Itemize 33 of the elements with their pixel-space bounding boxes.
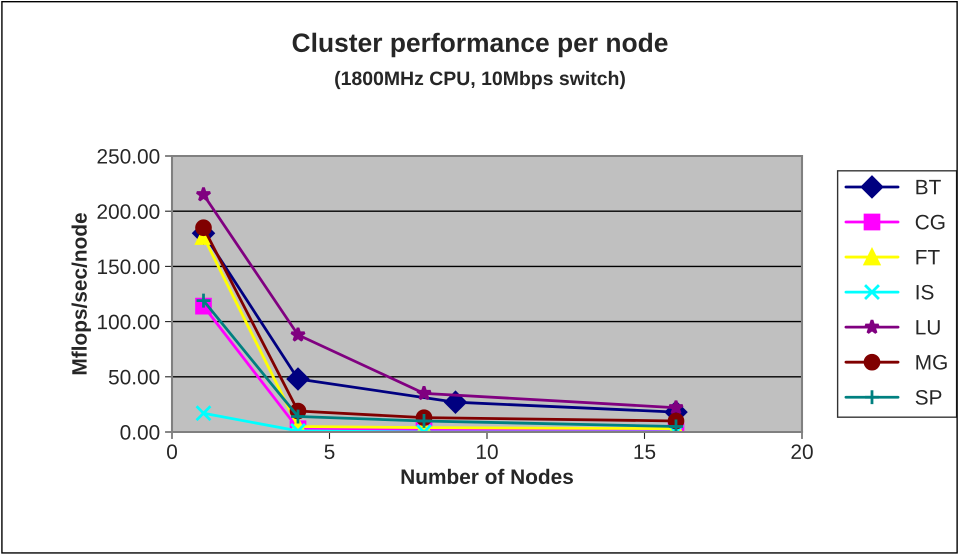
- legend-label: MG: [916, 354, 947, 370]
- legend-label: CG: [916, 214, 944, 230]
- legend-label: IS: [916, 284, 934, 300]
- legend-label: SP: [916, 390, 942, 405]
- y-axis-title: Mflops/sec/node: [72, 213, 91, 374]
- x-tick-label: 15: [634, 444, 656, 460]
- x-axis-title: Number of Nodes: [402, 468, 573, 484]
- x-tick-label: 10: [477, 444, 498, 460]
- point: [286, 368, 310, 390]
- legend-label: BT: [916, 180, 941, 194]
- y-tick-label: 150.00: [98, 259, 160, 274]
- point: [290, 408, 306, 425]
- y-tick-label: 50.00: [108, 370, 160, 385]
- y-tick-label: 100.00: [98, 314, 160, 330]
- point: [195, 404, 212, 422]
- chart-title: Cluster performance per node: [292, 32, 668, 58]
- point: [195, 219, 212, 236]
- legend-label: FT: [916, 250, 940, 264]
- y-tick-label: 0.00: [120, 425, 160, 440]
- legend-label: LU: [916, 320, 940, 335]
- point: [668, 399, 684, 415]
- point: [290, 326, 306, 342]
- point: [195, 292, 212, 309]
- point: [196, 186, 212, 202]
- x-tick-label: 5: [324, 444, 334, 460]
- point: [444, 390, 467, 414]
- point: [416, 412, 432, 430]
- x-tick-label: 0: [167, 444, 177, 460]
- x-tick-label: 20: [791, 444, 813, 460]
- y-tick-label: 200.00: [98, 204, 160, 219]
- y-tick-label: 250.00: [98, 149, 160, 164]
- point: [416, 385, 432, 400]
- chart-subtitle: (1800MHz CPU, 10Mbps switch): [335, 70, 625, 90]
